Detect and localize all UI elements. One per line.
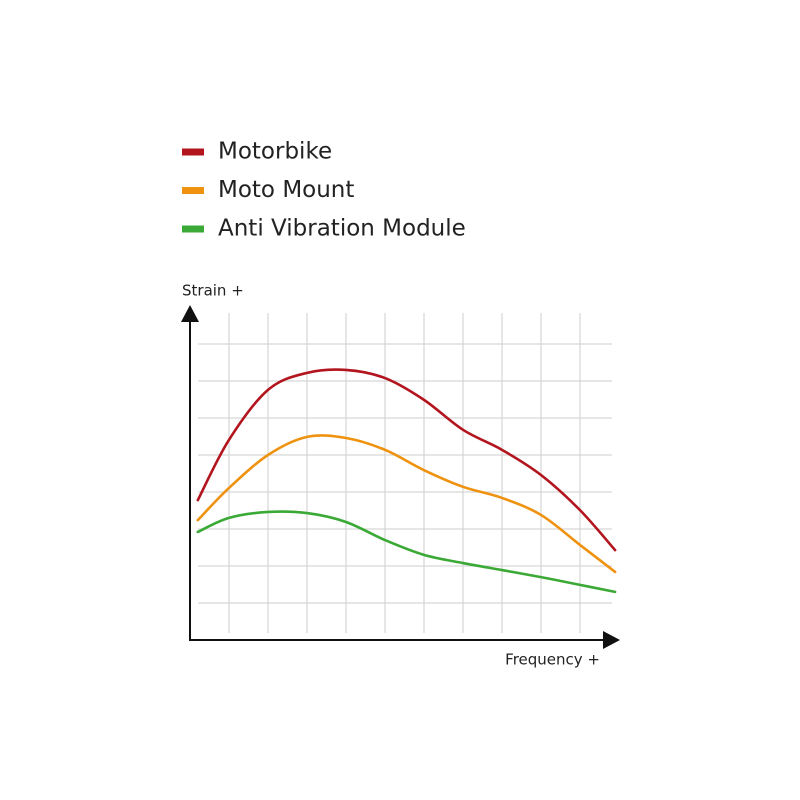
series-line [196, 368, 617, 552]
lines [196, 368, 617, 594]
legend-swatch [182, 148, 204, 156]
x-axis-arrow [603, 631, 620, 649]
legend-label: Anti Vibration Module [218, 216, 466, 242]
legend-swatch [182, 187, 204, 194]
axes [181, 305, 620, 649]
series-line [196, 434, 617, 574]
legend-label: Motorbike [218, 139, 332, 165]
y-axis-label: Strain + [182, 282, 244, 300]
legend-swatch [182, 225, 204, 233]
y-axis-arrow [181, 305, 199, 322]
x-axis-label: Frequency + [505, 651, 600, 669]
series-line [196, 510, 617, 594]
legend: Motorbike Moto Mount Anti Vibration Module [182, 139, 466, 242]
grid [198, 313, 612, 633]
legend-label: Moto Mount [218, 177, 354, 203]
